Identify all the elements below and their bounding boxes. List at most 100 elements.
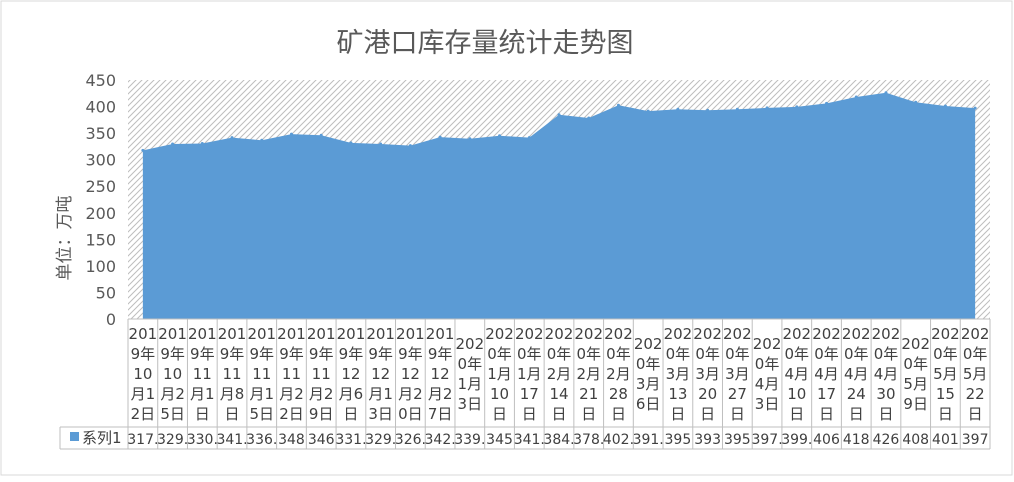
x-tick-label: 2月 — [576, 365, 601, 383]
x-tick-label: 9日 — [903, 395, 928, 413]
x-tick-label: 月1 — [249, 385, 274, 403]
data-label: 418 — [843, 432, 870, 448]
data-point — [973, 106, 977, 110]
x-tick-label: 202 — [961, 325, 990, 343]
data-label: 378. — [573, 432, 604, 448]
x-tick-label: 9年 — [428, 345, 453, 363]
x-tick-label: 4月 — [844, 365, 869, 383]
y-tick-label: 200 — [85, 204, 116, 223]
x-tick-label: 1月 — [487, 365, 512, 383]
x-tick-label: 202 — [753, 335, 782, 353]
x-tick-label: 月8 — [220, 385, 245, 403]
x-tick-label: 28 — [609, 385, 628, 403]
x-tick-label: 10 — [133, 365, 152, 383]
area-layer — [141, 91, 977, 319]
data-label: 406 — [813, 432, 840, 448]
x-tick-label: 4月 — [874, 365, 899, 383]
x-tick-label: 0年 — [517, 345, 542, 363]
x-tick-label: 3月 — [636, 375, 661, 393]
y-tick-label: 300 — [85, 151, 116, 170]
data-point — [468, 137, 472, 141]
x-tick-label: 0年 — [844, 345, 869, 363]
x-tick-label: 日 — [849, 405, 864, 423]
y-tick-label: 0 — [106, 310, 116, 329]
x-tick-label: 20 — [698, 385, 717, 403]
data-point — [349, 141, 353, 145]
x-tick-label: 9日 — [309, 405, 334, 423]
x-tick-label: 9年 — [398, 345, 423, 363]
x-tick-label: 0日 — [398, 405, 423, 423]
data-point — [200, 141, 204, 145]
x-tick-label: 0年 — [458, 355, 483, 373]
data-label: 397 — [962, 432, 989, 448]
x-tick-label: 日 — [492, 405, 507, 423]
x-tick-label: 10 — [163, 365, 182, 383]
x-tick-label: 2月 — [547, 365, 572, 383]
data-point — [676, 107, 680, 111]
x-tick-label: 9年 — [309, 345, 334, 363]
data-label: 399. — [781, 432, 812, 448]
x-tick-label: 9年 — [249, 345, 274, 363]
x-tick-label: 17 — [520, 385, 539, 403]
x-tick-label: 0年 — [933, 345, 958, 363]
data-label: 395 — [665, 432, 692, 448]
data-point — [319, 133, 323, 137]
x-tick-label: 4月 — [785, 365, 810, 383]
data-point — [765, 106, 769, 110]
x-tick-label: 0年 — [874, 345, 899, 363]
x-tick-label: 月2 — [309, 385, 334, 403]
y-axis-label: 单位：万吨 — [55, 196, 75, 281]
x-tick-label: 201 — [188, 325, 217, 343]
x-tick-label: 17 — [817, 385, 836, 403]
data-point — [230, 136, 234, 140]
x-tick-label: 202 — [782, 325, 811, 343]
data-point — [289, 132, 293, 136]
x-tick-label: 202 — [456, 335, 485, 353]
x-tick-label: 日 — [878, 405, 893, 423]
data-point — [646, 109, 650, 113]
x-tick-label: 3月 — [725, 365, 750, 383]
data-label: 331. — [335, 432, 366, 448]
series-area-系列1 — [142, 92, 976, 319]
x-tick-label: 22 — [966, 385, 985, 403]
y-tick-label: 350 — [85, 124, 116, 143]
data-label: 329. — [365, 432, 396, 448]
x-tick-label: 11 — [312, 365, 331, 383]
data-label: 408 — [902, 432, 929, 448]
data-point — [557, 113, 561, 117]
x-tick-label: 11 — [282, 365, 301, 383]
x-tick-label: 10 — [490, 385, 509, 403]
data-point — [141, 148, 145, 152]
x-tick-label: 11 — [252, 365, 271, 383]
data-point — [379, 142, 383, 146]
data-point — [587, 116, 591, 120]
x-tick-label: 日 — [195, 405, 210, 423]
x-tick-label: 202 — [812, 325, 841, 343]
data-point — [884, 91, 888, 95]
x-tick-label: 月6 — [339, 385, 364, 403]
data-point — [171, 142, 175, 146]
data-point — [735, 107, 739, 111]
data-label: 345 — [486, 432, 513, 448]
x-tick-label: 0年 — [547, 345, 572, 363]
data-label: 384. — [543, 432, 574, 448]
x-tick-label: 0年 — [487, 345, 512, 363]
x-tick-label: 202 — [693, 325, 722, 343]
x-tick-label: 202 — [485, 325, 514, 343]
x-tick-label: 9年 — [190, 345, 215, 363]
x-tick-label: 日 — [522, 405, 537, 423]
data-label: 317. — [127, 432, 158, 448]
data-label: 339. — [454, 432, 485, 448]
x-tick-label: 0年 — [666, 345, 691, 363]
y-tick-label: 100 — [85, 257, 116, 276]
x-tick-label: 12 — [341, 365, 360, 383]
data-point — [943, 104, 947, 108]
data-point — [438, 135, 442, 139]
x-tick-label: 13 — [668, 385, 687, 403]
x-tick-label: 4月 — [755, 375, 780, 393]
x-tick-label: 日 — [670, 405, 685, 423]
y-tick-label: 450 — [85, 71, 116, 90]
x-tick-label: 0年 — [785, 345, 810, 363]
